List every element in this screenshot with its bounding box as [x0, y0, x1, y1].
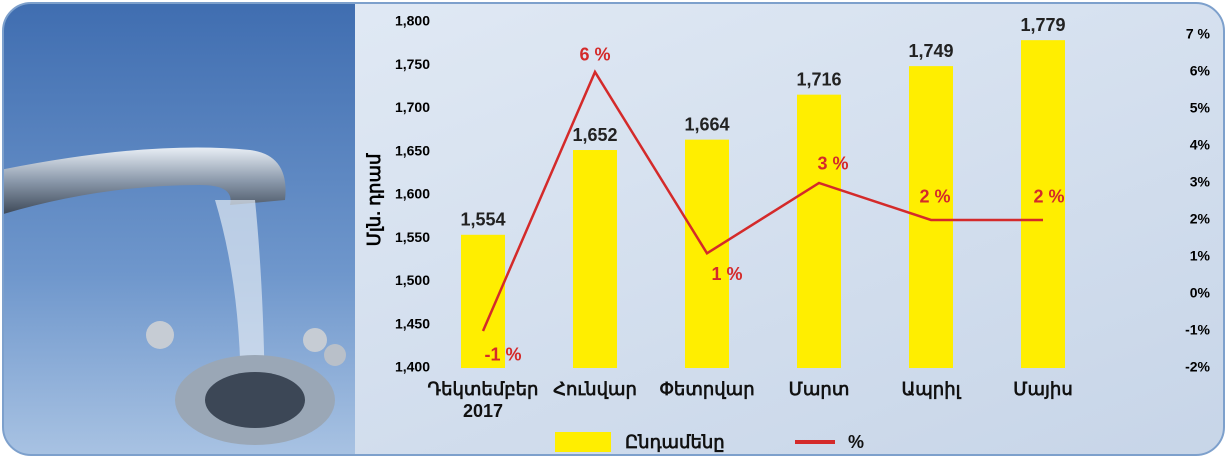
y-tick-label: 1,600	[395, 186, 430, 202]
bar-value-label: 1,652	[572, 125, 617, 145]
line-value-label: 2 %	[919, 187, 950, 207]
line-value-label: 2 %	[1033, 187, 1064, 207]
y2-tick-label: 6%	[1190, 63, 1211, 79]
line-value-label: 6 %	[579, 45, 610, 65]
bar	[797, 94, 841, 368]
line-value-label: 3 %	[817, 154, 848, 174]
x-tick-label: Մարտ	[788, 379, 850, 399]
y-tick-label: 1,550	[395, 229, 430, 245]
y-tick-label: 1,400	[395, 359, 430, 375]
bar	[461, 234, 505, 368]
y-tick-label: 1,500	[395, 272, 430, 288]
legend-swatch	[555, 432, 611, 452]
legend-label: %	[848, 432, 864, 452]
bar-value-label: 1,716	[796, 69, 841, 89]
bar-value-label: 1,554	[460, 210, 505, 230]
y2-tick-label: 2%	[1190, 211, 1211, 227]
x-tick-label: Ապրիլ	[901, 379, 961, 399]
line	[481, 69, 1043, 332]
x-tick-label: Փետրվար	[659, 379, 755, 399]
y2-tick-label: 1%	[1190, 248, 1211, 264]
y-tick-label: 1,800	[395, 13, 430, 29]
bar-value-label: 1,749	[908, 41, 953, 61]
bar	[1021, 40, 1065, 368]
x-tick-label: Հունվար	[553, 379, 637, 399]
y2-tick-label: 5%	[1190, 100, 1211, 116]
faucet	[3, 147, 286, 215]
bar-value-label: 1,779	[1020, 15, 1065, 35]
y-tick-label: 1,750	[395, 56, 430, 72]
x-tick-label: Մայիս	[1013, 379, 1073, 399]
line-value-label: 1 %	[711, 264, 742, 284]
y-tick-label: 1,700	[395, 99, 430, 115]
bar	[909, 66, 953, 369]
y2-tick-label: 3%	[1190, 174, 1211, 190]
x-tick-label: Դեկտեմբեր 2017	[427, 379, 539, 421]
bar	[573, 150, 617, 368]
y-tick-label: 1,650	[395, 142, 430, 158]
y2-tick-label: 0%	[1190, 285, 1211, 301]
y2-tick-label: -1%	[1185, 322, 1210, 338]
y2-tick-label: 4%	[1190, 137, 1211, 153]
y2-tick-label: -2%	[1185, 359, 1210, 375]
y2-tick-label: 7 %	[1186, 26, 1211, 42]
legend-label: Ընդամենը	[625, 432, 725, 453]
bar-value-label: 1,664	[684, 114, 729, 134]
line-value-label: -1 %	[484, 345, 521, 365]
y-tick-label: 1,450	[395, 315, 430, 331]
y-axis-label: Մլն. դրամ	[364, 153, 385, 246]
